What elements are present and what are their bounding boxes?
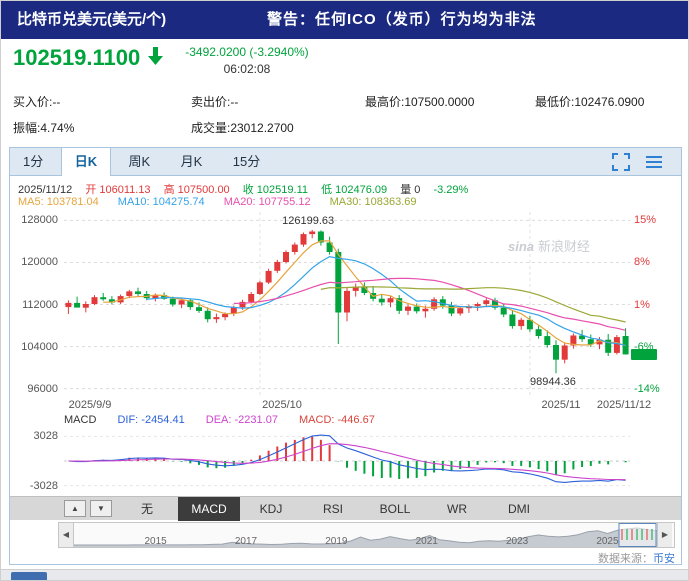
indicator-tab-dmi[interactable]: DMI xyxy=(508,502,530,516)
pct-axis-label: 15% xyxy=(634,214,657,226)
current-price-marker xyxy=(631,349,657,360)
kline-chart[interactable] xyxy=(64,212,630,396)
macd-chart-area: 3028 -3028 xyxy=(10,430,681,492)
y-axis-label: 104000 xyxy=(21,341,58,353)
indicator-up-button[interactable]: ▲ xyxy=(64,500,86,517)
timeline-year: 2017 xyxy=(234,536,258,547)
quote-row: 102519.1100 -3492.0200 (-3.2940%) 06:02:… xyxy=(13,45,309,76)
bottom-blue-button[interactable] xyxy=(11,572,47,580)
tab-monthly-k[interactable]: 月K xyxy=(180,154,203,169)
timeline-year: 2019 xyxy=(325,536,348,547)
ma30-legend: MA30: 108363.69 xyxy=(329,196,417,208)
stat-high: 最高价:107500.0000 xyxy=(365,95,475,109)
mini-timeline-chart[interactable] xyxy=(74,523,657,547)
ma10-legend: MA10: 104275.74 xyxy=(117,196,205,208)
pct-axis-label: -14% xyxy=(634,383,660,395)
ma-legend: MA5: 103781.04 MA10: 104275.74 MA20: 107… xyxy=(18,196,433,208)
x-axis-label: 2025/10 xyxy=(262,399,302,411)
stat-amplitude: 振幅:4.74% xyxy=(13,121,75,135)
macd-axis-top: 3028 xyxy=(33,430,58,442)
ohlc-volume: 量 0 xyxy=(400,184,421,196)
timeline-year: 2015 xyxy=(144,536,167,547)
macd-dea-value: DEA: -2231.07 xyxy=(205,414,278,426)
app-title: 比特币兑美元(美元/个) xyxy=(17,11,167,28)
timeline-year: 2021 xyxy=(415,536,438,547)
ohlc-open: 开 106011.13 xyxy=(85,184,151,196)
fullscreen-icon[interactable] xyxy=(612,153,632,171)
stat-buy: 买入价:-- xyxy=(13,95,61,109)
indicator-bar: ▲ ▼ 无 MACD KDJ RSI BOLL WR DMI xyxy=(10,496,681,521)
kline-chart-area: 128000 120000 112000 104000 96000 126199… xyxy=(10,212,681,414)
timeline-right-arrow[interactable]: ▶ xyxy=(657,523,672,547)
bottom-strip xyxy=(1,569,688,580)
x-axis-label: 2025/11 xyxy=(541,399,581,411)
y-axis-label: 128000 xyxy=(21,214,58,226)
ohlc-info-line: 2025/11/12 开 106011.13 高 107500.00 收 102… xyxy=(18,181,478,197)
tab-daily-k[interactable]: 日K xyxy=(60,148,112,176)
macd-label: MACD xyxy=(64,414,97,426)
tab-1min[interactable]: 1分 xyxy=(23,154,44,169)
timeline-scrollbar[interactable]: 2015 2017 2019 2021 2023 2025 xyxy=(74,523,657,547)
data-source: 数据来源：币安 xyxy=(598,550,675,566)
indicator-tab-wr[interactable]: WR xyxy=(447,502,467,516)
stat-sell: 卖出价:-- xyxy=(191,95,239,109)
y-axis-label: 112000 xyxy=(22,299,58,311)
stat-low: 最低价:102476.0900 xyxy=(535,95,645,109)
data-source-provider[interactable]: 币安 xyxy=(653,553,675,565)
y-axis-label: 120000 xyxy=(21,256,58,268)
ma5-legend: MA5: 103781.04 xyxy=(18,196,99,208)
macd-axis-bottom: -3028 xyxy=(29,480,58,492)
tab-15min[interactable]: 15分 xyxy=(232,154,261,169)
stat-volume: 成交量:23012.2700 xyxy=(191,121,294,135)
tab-weekly-k[interactable]: 周K xyxy=(128,154,151,169)
pct-axis-label: 8% xyxy=(634,256,650,268)
ico-warning-text: 警告：任何ICO（发币）行为均为非法 xyxy=(267,11,537,28)
pct-axis-label: 1% xyxy=(634,299,650,311)
x-axis-label: 2025/11/12 xyxy=(596,399,652,411)
indicator-down-button[interactable]: ▼ xyxy=(90,500,112,517)
price-down-arrow-icon xyxy=(148,46,164,71)
macd-hist-value: MACD: -446.67 xyxy=(299,414,375,426)
ohlc-high: 高 107500.00 xyxy=(163,184,230,196)
macd-dif-value: DIF: -2454.41 xyxy=(117,414,185,426)
chart-panel: 1分 日K 周K 月K 15分 2025/11/12 开 106011.13 高… xyxy=(9,147,682,565)
y-axis-label: 96000 xyxy=(27,383,58,395)
timeline-year: 2023 xyxy=(505,536,529,547)
timeline-year: 2025 xyxy=(596,536,619,547)
data-source-label: 数据来源： xyxy=(598,553,653,565)
macd-chart[interactable] xyxy=(64,430,630,492)
quote-time: 06:02:08 xyxy=(223,62,271,76)
indicator-tab-macd[interactable]: MACD xyxy=(178,497,240,521)
timeline-left-arrow[interactable]: ◀ xyxy=(59,523,74,547)
header-bar: 比特币兑美元(美元/个) 警告：任何ICO（发币）行为均为非法 xyxy=(1,1,688,39)
ohlc-change-pct: -3.29% xyxy=(433,184,469,196)
chart-menu-icon[interactable] xyxy=(644,153,664,171)
price-change: -3492.0200 (-3.2940%) xyxy=(185,45,309,59)
ohlc-low: 低 102476.09 xyxy=(321,184,388,196)
x-axis-label: 2025/9/9 xyxy=(68,399,112,411)
indicator-tab-rsi[interactable]: RSI xyxy=(322,502,343,516)
ohlc-close: 收 102519.11 xyxy=(242,184,308,196)
period-tabbar: 1分 日K 周K 月K 15分 xyxy=(10,148,681,176)
indicator-tab-kdj[interactable]: KDJ xyxy=(259,502,283,516)
indicator-tab-boll[interactable]: BOLL xyxy=(379,502,411,516)
history-timeline: ◀ 2015 2017 2019 2021 2023 2025 ▶ xyxy=(58,522,675,548)
indicator-tab-none[interactable]: 无 xyxy=(140,502,153,516)
last-price: 102519.1100 xyxy=(13,45,141,70)
ohlc-date: 2025/11/12 xyxy=(18,184,73,196)
ma20-legend: MA20: 107755.12 xyxy=(223,196,311,208)
macd-legend: MACD DIF: -2454.41 DEA: -2231.07 MACD: -… xyxy=(18,414,393,426)
